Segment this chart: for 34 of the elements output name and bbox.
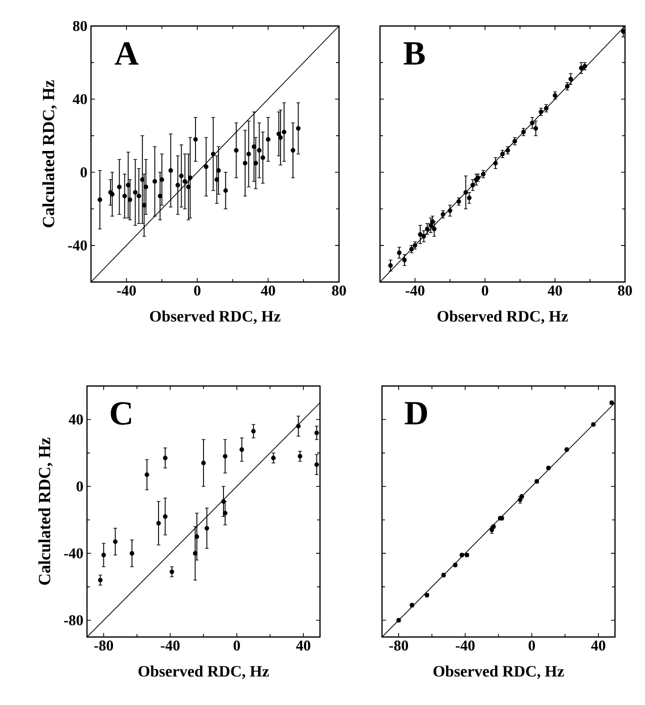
x-tick-label: 40 [591,640,606,651]
x-tick-label: -40 [406,286,424,296]
x-tick-label: 0 [482,286,488,296]
annotation: B [404,42,425,65]
y-tick-label: -40 [64,548,83,558]
y-tick-label: 0 [76,481,83,492]
y-tick-label: -80 [64,615,83,626]
annotation: C [110,402,132,425]
x-axis-title: Observed RDC, Hz [434,665,564,679]
y-tick-label: 40 [68,414,83,425]
y-tick-label: 0 [80,167,87,178]
x-axis-title: Observed RDC, Hz [138,665,269,679]
x-tick-label: 40 [296,640,310,651]
x-tick-label: 80 [332,286,346,296]
x-axis-title: Observed RDC, Hz [150,310,280,324]
annotation: A [114,42,139,65]
y-tick-label: 40 [72,94,87,104]
x-tick-label: -40 [456,640,475,651]
x-tick-label: 0 [194,286,200,296]
x-tick-label: 40 [548,286,562,296]
x-tick-label: 0 [528,640,535,651]
x-tick-label: -40 [117,286,136,296]
y-axis-title: Calculated RDC, Hz [42,80,57,228]
x-tick-label: -80 [94,640,114,651]
x-tick-label: -80 [389,640,408,651]
x-tick-label: -40 [160,640,180,651]
x-tick-label: 0 [234,640,240,651]
x-tick-label: 40 [260,286,276,296]
annotation: D [404,402,427,424]
y-tick-label: -40 [68,240,87,250]
x-tick-label: 80 [618,286,632,296]
x-axis-title: Observed RDC, Hz [438,310,568,324]
y-axis-title: Calculated RDC, Hz [38,438,53,585]
y-tick-label: 80 [73,20,87,32]
